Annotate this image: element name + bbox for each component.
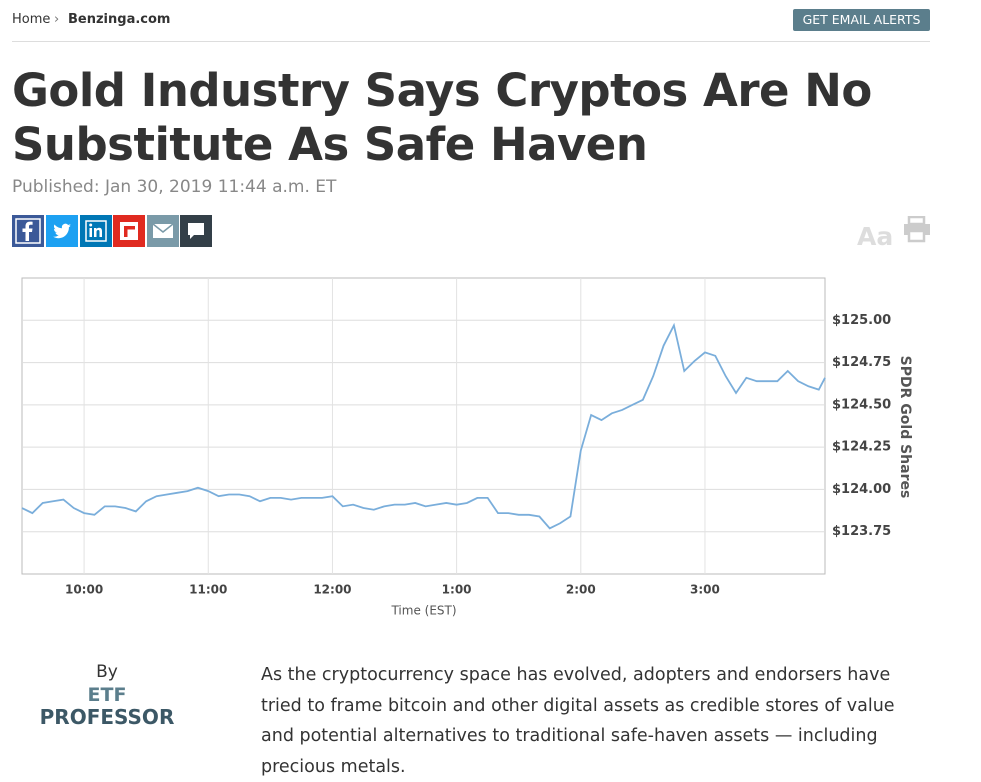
x-tick-label: 3:00: [690, 583, 720, 597]
breadcrumb-link[interactable]: Benzinga.com: [68, 12, 171, 27]
price-line: [21, 322, 826, 530]
chart: Time (EST) SPDR Gold Shares $123.75 $124.…: [21, 277, 913, 618]
x-tick-label: 12:00: [313, 583, 351, 597]
email-alert-button[interactable]: GET EMAIL ALERTS: [793, 9, 930, 31]
published-date: Published: Jan 30, 2019 11:44 a.m. ET: [12, 177, 337, 197]
article-body: As the cryptocurrency space has evolved,…: [261, 665, 895, 777]
flipboard-share[interactable]: [113, 215, 145, 247]
author-name[interactable]: PROFESSOR: [39, 705, 175, 729]
y-tick-label: $124.75: [832, 355, 891, 370]
comment-share[interactable]: [180, 215, 212, 247]
x-tick-label: 2:00: [566, 583, 596, 597]
x-tick-label: 1:00: [442, 583, 472, 597]
y-tick-label: $124.50: [832, 397, 891, 412]
y-tick-label: $125.00: [832, 313, 891, 328]
email-share[interactable]: [147, 215, 179, 247]
x-axis-label: Time (EST): [390, 604, 456, 618]
y-tick-label: $123.75: [832, 524, 891, 539]
breadcrumb-separator: ›: [54, 12, 60, 27]
divider: [12, 41, 930, 42]
y-axis-label: SPDR Gold Shares: [897, 356, 913, 499]
print-button[interactable]: [903, 216, 931, 244]
author-by: By: [96, 662, 118, 682]
plot-area: [21, 277, 826, 575]
x-tick-label: 11:00: [189, 583, 227, 597]
headline: Gold Industry Says Cryptos Are No Substi…: [12, 64, 872, 171]
facebook-share[interactable]: [12, 215, 44, 247]
font-size-toggle[interactable]: Aa: [857, 222, 894, 251]
linkedin-share[interactable]: [80, 215, 112, 247]
x-tick-label: 10:00: [65, 583, 103, 597]
breadcrumb-link[interactable]: Home: [12, 12, 51, 27]
y-tick-label: $124.25: [832, 440, 891, 455]
author-name[interactable]: ETF: [87, 684, 127, 706]
twitter-share[interactable]: [46, 215, 78, 247]
y-tick-label: $124.00: [832, 482, 891, 497]
